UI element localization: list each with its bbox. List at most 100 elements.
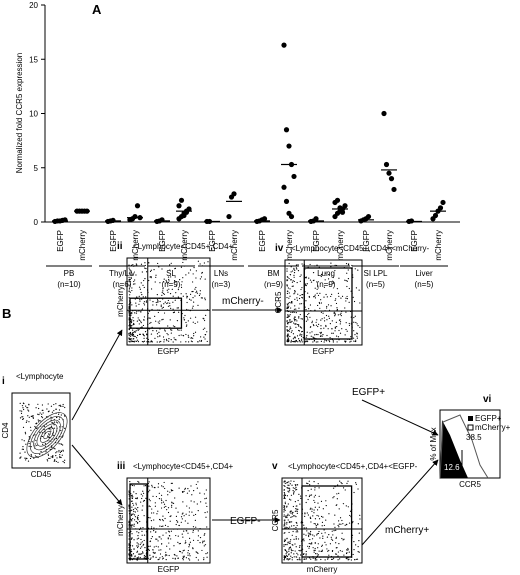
event [132,323,134,326]
event [317,515,320,517]
event [187,334,189,336]
event [286,506,288,508]
event [148,310,151,312]
event [300,274,302,276]
event [171,504,173,506]
x-tick-label: EGFP [312,230,321,252]
event [299,303,301,305]
group-n: (n=5) [415,280,434,289]
event [327,558,329,560]
event [136,310,138,312]
event [141,308,144,310]
event [39,453,41,455]
event [56,457,58,459]
event [174,267,176,270]
event [145,301,148,303]
event [292,280,294,282]
event [294,289,296,292]
event [132,553,135,555]
event [162,534,164,536]
event [139,553,141,555]
event [300,303,303,305]
event [296,299,298,301]
event [167,538,169,540]
event [139,547,142,549]
event [290,555,292,557]
event [133,491,135,493]
event [335,529,337,531]
y-axis-label: CCR5 [274,291,283,313]
event [141,553,143,555]
event [151,508,153,510]
event [332,280,334,282]
event [291,559,293,561]
event [55,416,58,418]
event [357,551,359,553]
event [150,288,153,290]
event [295,323,297,325]
plot-title: <Lymphocyte [16,372,64,381]
event [34,455,37,457]
event [293,492,295,494]
event [141,530,143,532]
event [152,330,154,332]
event [34,434,36,436]
event [345,523,348,525]
contour [29,416,65,454]
event [291,281,294,283]
event [162,557,165,559]
event [192,547,194,549]
event [284,502,286,505]
event [188,546,190,548]
event [189,317,192,319]
event [52,455,54,457]
event [327,328,329,330]
event [137,317,139,319]
event [330,538,333,540]
event [288,490,291,492]
event [143,554,145,557]
event [136,542,138,544]
event [44,443,47,445]
event [42,443,44,445]
event [322,516,324,518]
event [180,293,182,295]
event [172,557,174,559]
x-tick-label: mCherry [131,230,140,261]
event [161,556,163,558]
event [309,532,311,534]
event [352,521,354,523]
event [290,494,293,496]
event [149,270,152,272]
event [151,486,153,488]
event [315,321,317,323]
event [313,499,315,502]
event [165,551,167,553]
event [291,557,293,559]
event [321,550,323,553]
event [169,520,171,522]
event [167,494,169,496]
event [287,338,289,340]
event [346,272,348,274]
event [331,558,333,560]
gate-box [129,483,148,560]
event [324,532,326,534]
event [286,550,288,553]
event [288,315,290,317]
event [296,268,298,270]
event [309,332,311,334]
event [170,339,172,341]
event [314,506,316,508]
event [185,293,187,295]
data-point [342,203,348,209]
event [314,559,316,561]
event [134,279,136,281]
event [21,439,23,441]
event [26,420,28,422]
event [164,329,166,331]
event [182,501,184,503]
event [203,557,205,559]
event [153,268,155,271]
event [200,340,202,342]
